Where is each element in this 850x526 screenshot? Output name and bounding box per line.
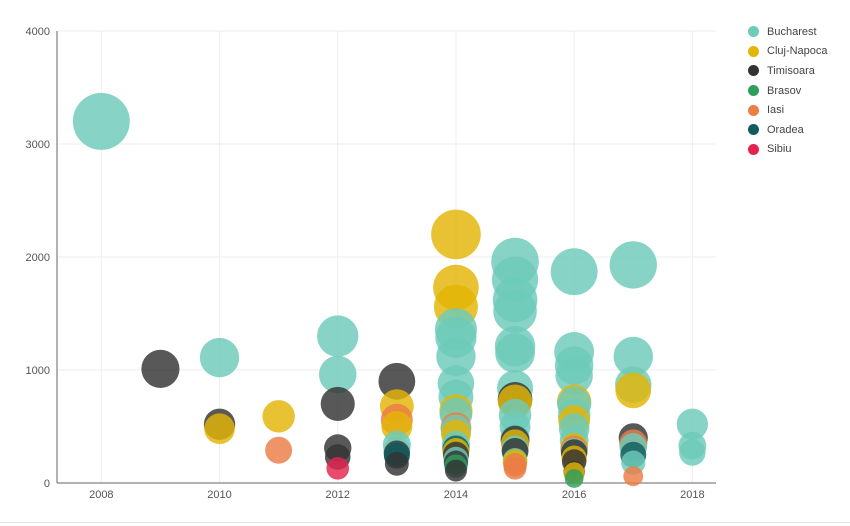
y-tick-label: 0 <box>44 478 50 490</box>
bubble-bucharest[interactable] <box>555 356 593 395</box>
legend-label: Bucharest <box>767 25 817 38</box>
bubble-timisoara[interactable] <box>378 362 416 400</box>
bubble-cluj-napoca[interactable] <box>262 400 295 433</box>
legend-swatch <box>748 104 759 116</box>
bubble-cluj-napoca[interactable] <box>431 209 481 260</box>
x-tick-label: 2008 <box>89 489 113 501</box>
x-tick-label: 2014 <box>444 489 468 501</box>
legend-item-oradea[interactable]: Oradea <box>748 120 828 140</box>
legend-label: Brasov <box>767 84 802 97</box>
x-tick-label: 2010 <box>207 489 231 501</box>
bubble-bucharest[interactable] <box>72 92 130 150</box>
bubble-bucharest[interactable] <box>550 248 598 296</box>
legend-label: Sibiu <box>767 143 792 156</box>
legend-label: Oradea <box>767 123 804 136</box>
bubble-iasi[interactable] <box>623 466 644 487</box>
legend-item-iasi[interactable]: Iasi <box>748 100 828 120</box>
legend-item-brasov[interactable]: Brasov <box>748 81 828 101</box>
y-tick-label: 1000 <box>26 365 50 377</box>
bubble-cluj-napoca[interactable] <box>615 372 652 409</box>
bubble-sibiu[interactable] <box>326 456 350 480</box>
legend-swatch <box>748 124 759 136</box>
bubble-brasov[interactable] <box>564 469 584 488</box>
legend-swatch <box>748 85 759 97</box>
bubble-timisoara[interactable] <box>141 349 180 388</box>
legend-item-timisoara[interactable]: Timisoara <box>748 61 828 81</box>
bubble-bucharest[interactable] <box>609 241 657 289</box>
legend-label: Timisoara <box>767 64 815 77</box>
bubble-bucharest[interactable] <box>318 355 357 394</box>
x-tick-label: 2016 <box>562 489 586 501</box>
bubble-bucharest[interactable] <box>199 337 240 378</box>
bubble-bucharest[interactable] <box>613 336 653 377</box>
bubble-timisoara[interactable] <box>444 459 467 482</box>
y-tick-label: 4000 <box>26 26 50 38</box>
legend-swatch <box>748 45 759 57</box>
legend-item-bucharest[interactable]: Bucharest <box>748 22 828 42</box>
x-tick-label: 2012 <box>325 489 349 501</box>
y-tick-label: 2000 <box>26 252 50 264</box>
bubble-timisoara[interactable] <box>320 386 355 421</box>
legend-swatch <box>748 65 759 77</box>
x-tick-label: 2018 <box>680 489 704 501</box>
legend-item-sibiu[interactable]: Sibiu <box>748 140 828 160</box>
legend-swatch <box>748 143 759 155</box>
legend-item-cluj-napoca[interactable]: Cluj-Napoca <box>748 42 828 62</box>
bubble-bucharest[interactable] <box>493 289 537 334</box>
axes: 2008 2010 2012 2014 2016 2018 0 1000 2000 3000 400… <box>26 26 716 501</box>
bubble-bucharest[interactable] <box>436 336 476 377</box>
bubble-bucharest[interactable] <box>495 333 535 373</box>
bubble-cluj-napoca[interactable] <box>204 413 235 445</box>
y-tick-label: 3000 <box>26 139 50 151</box>
bubble-bucharest[interactable] <box>317 315 359 357</box>
bubble-iasi[interactable] <box>265 436 293 464</box>
bubble-bucharest[interactable] <box>676 408 709 440</box>
bubble-bucharest[interactable] <box>679 439 706 466</box>
legend: Bucharest Cluj-Napoca Timisoara Brasov Iasi O… <box>748 22 828 159</box>
legend-swatch <box>748 26 759 38</box>
legend-label: Cluj-Napoca <box>767 45 828 58</box>
bottom-divider <box>0 522 850 523</box>
bubble-layer <box>72 92 709 488</box>
bubble-iasi[interactable] <box>503 456 527 480</box>
bubble-timisoara[interactable] <box>384 451 409 476</box>
legend-label: Iasi <box>767 104 785 117</box>
